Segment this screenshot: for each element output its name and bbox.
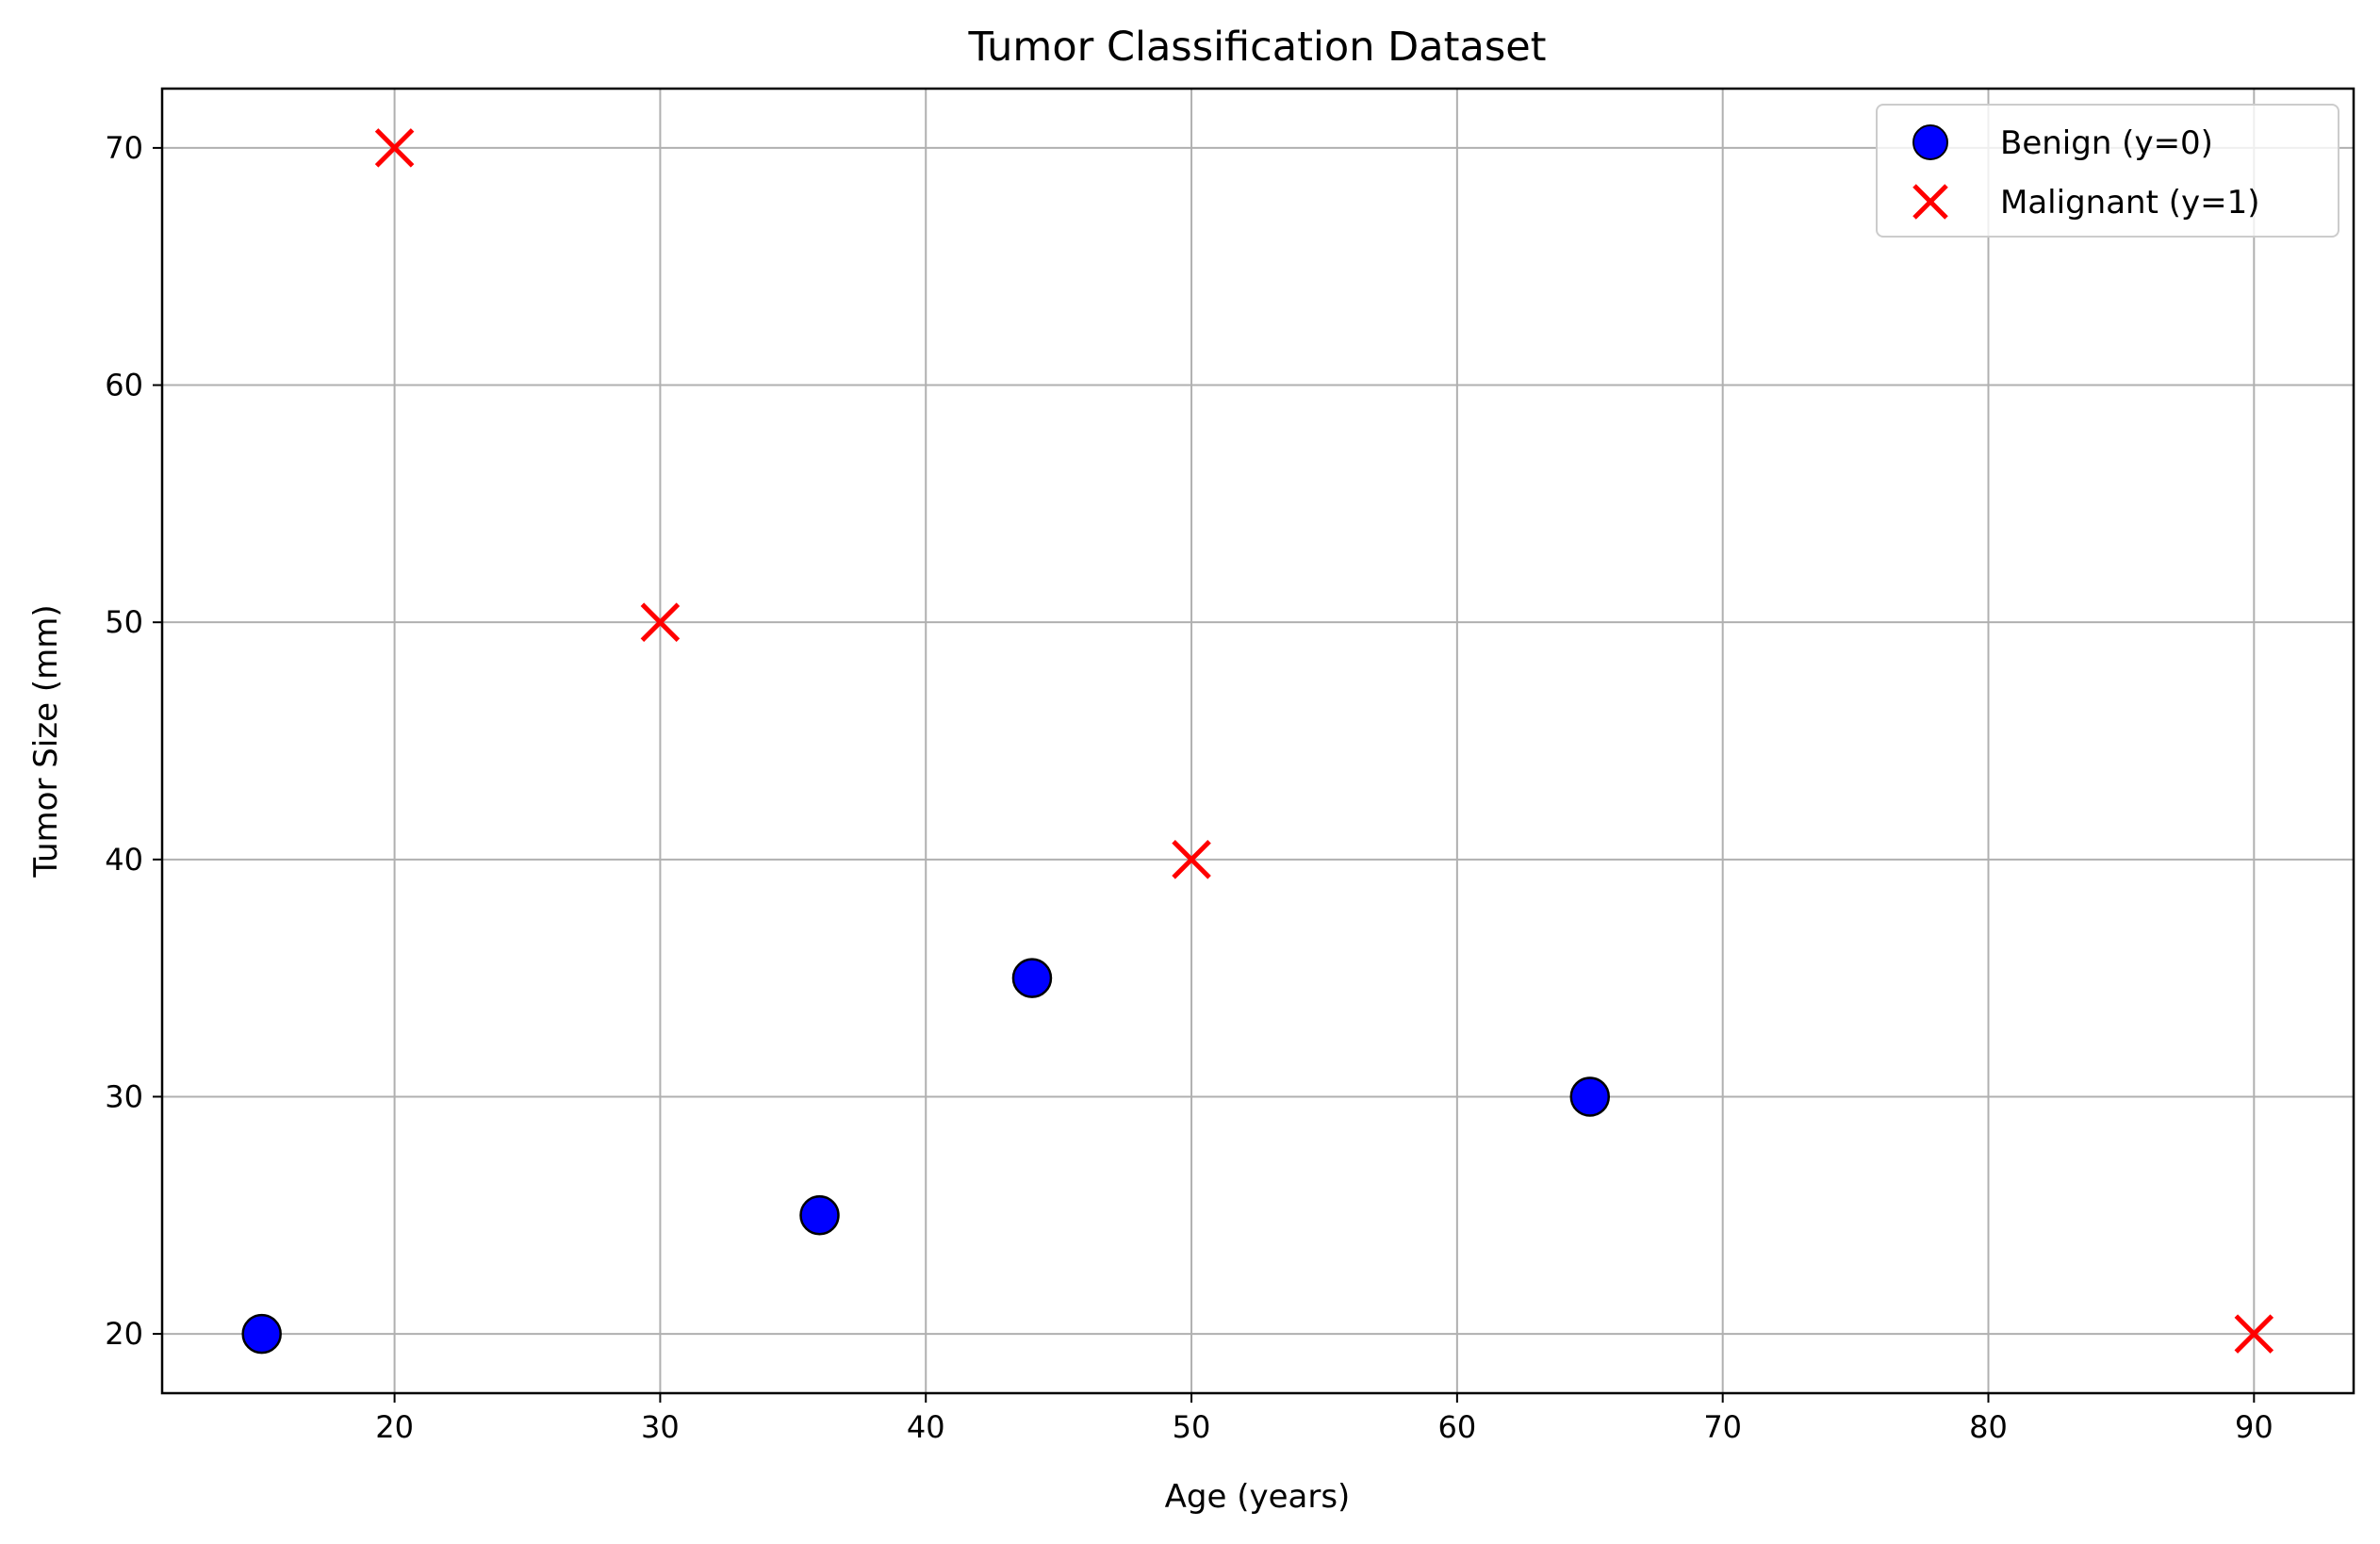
malignant-point <box>374 128 415 168</box>
benign-point <box>799 1195 840 1236</box>
plot-area-frame <box>160 87 2355 1395</box>
malignant-point <box>640 602 681 642</box>
x-tick-label: 70 <box>1703 1409 1742 1445</box>
x-tick-label: 80 <box>1969 1409 2008 1445</box>
legend-box <box>1876 104 2339 238</box>
malignant-point <box>2234 1314 2274 1354</box>
grid-lines <box>162 89 2354 1393</box>
y-tick-label: 60 <box>105 368 143 403</box>
y-tick-label: 20 <box>105 1316 143 1352</box>
x-tick-label: 40 <box>907 1409 945 1445</box>
axis-ticks: 20 30 40 50 60 70 80 90 20 30 40 50 60 70 <box>105 130 2273 1445</box>
x-tick-label: 60 <box>1438 1409 1477 1445</box>
x-tick-label: 30 <box>641 1409 680 1445</box>
legend-benign-label: Benign (y=0) <box>2000 124 2213 162</box>
benign-point <box>241 1313 282 1355</box>
x-tick-label: 50 <box>1173 1409 1211 1445</box>
benign-point <box>1569 1076 1611 1117</box>
x-tick-label: 20 <box>375 1409 414 1445</box>
benign-point <box>1011 958 1053 998</box>
y-tick-label: 50 <box>105 604 143 640</box>
legend-malignant-label: Malignant (y=1) <box>2000 184 2260 222</box>
malignant-point <box>1172 840 1211 879</box>
x-axis-label: Age (years) <box>1165 1478 1351 1516</box>
data-points <box>241 128 2274 1355</box>
x-tick-label: 90 <box>2235 1409 2273 1445</box>
chart-title: Tumor Classification Dataset <box>967 24 1546 71</box>
y-tick-label: 40 <box>105 842 143 878</box>
y-tick-label: 30 <box>105 1078 143 1114</box>
legend: Benign (y=0) Malignant (y=1) <box>1876 104 2339 238</box>
legend-benign-marker <box>1912 124 1948 160</box>
y-axis-label: Tumor Size (mm) <box>27 604 65 878</box>
y-tick-label: 70 <box>105 130 143 166</box>
legend-malignant-marker <box>1912 184 1948 220</box>
